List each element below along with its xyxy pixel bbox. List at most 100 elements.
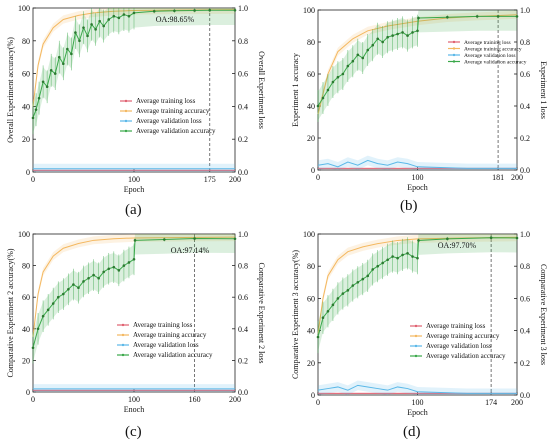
data-point — [127, 261, 131, 264]
data-point — [98, 19, 101, 23]
y-left-tick-label: 20 — [22, 135, 30, 144]
data-point — [371, 268, 375, 271]
data-point — [82, 26, 85, 29]
legend-label: Average training accuracy — [464, 47, 522, 53]
data-point — [406, 34, 409, 37]
data-point — [356, 281, 360, 284]
data-point — [411, 255, 414, 258]
data-point — [51, 302, 55, 305]
series-line — [32, 9, 236, 119]
data-point — [496, 15, 500, 18]
y-right-tick-label: 0.0 — [520, 166, 530, 175]
y-right-tick-label: 0.4 — [238, 102, 248, 111]
y-left-tick-label: 40 — [307, 327, 315, 336]
legend-label: Average validation accuracy — [464, 60, 527, 66]
data-point — [351, 284, 355, 287]
y-right-tick-label: 0.8 — [520, 262, 530, 271]
data-point — [62, 62, 65, 66]
data-point — [193, 9, 196, 12]
data-point — [233, 237, 237, 241]
data-point — [401, 253, 404, 257]
data-point — [117, 269, 121, 272]
legend-label: Average validation accuracy — [426, 352, 506, 360]
legend-marker — [121, 343, 125, 347]
legend-label: Average validation loss — [133, 341, 199, 349]
y-right-tick-label: 0.2 — [238, 356, 248, 365]
data-point — [82, 280, 85, 283]
y-left-tick-label: 40 — [22, 325, 30, 334]
data-point — [92, 273, 95, 277]
data-point — [371, 43, 375, 47]
x-tick-label: 200 — [229, 395, 241, 404]
legend-marker — [452, 47, 456, 50]
y-left-axis-label: Comparative Experiment 3 accuracy(%) — [291, 250, 300, 379]
data-point — [376, 264, 380, 268]
data-point — [351, 59, 355, 63]
y-right-tick-label: 1.0 — [238, 230, 248, 239]
y-right-tick-label: 0.0 — [238, 388, 248, 397]
y-left-tick-label: 60 — [22, 293, 30, 302]
y-left-tick-label: 80 — [22, 37, 30, 46]
data-point — [416, 256, 419, 260]
y-right-axis-label: Experiment 1 loss — [539, 61, 548, 119]
panel-a: 0 20 40 60 80 100 0.0 0.2 0.4 0.6 0.8 1.0 0 100 175 200… — [6, 4, 266, 194]
plot-frame — [32, 7, 236, 173]
y-right-tick-label: 0.0 — [520, 391, 530, 400]
series-line — [317, 384, 517, 394]
legend-marker — [414, 354, 418, 358]
data-point — [46, 308, 50, 312]
data-point — [356, 53, 360, 57]
legend: Average training loss Average training ac… — [120, 97, 216, 135]
panel-d: 0 20 40 60 80 100 0.0 0.2 0.4 0.6 0.8 1.0 0 100 174 200… — [291, 230, 548, 417]
x-tick-label: 100 — [412, 173, 424, 182]
data-point — [86, 34, 89, 38]
data-point — [34, 108, 38, 111]
x-tick-label: 100 — [412, 398, 424, 407]
y-left-tick-label: 80 — [307, 38, 315, 47]
caption-d: (d) — [403, 424, 421, 440]
data-point — [346, 289, 350, 292]
data-point — [77, 286, 80, 290]
x-tick-label: 0 — [316, 173, 320, 182]
x-tick-label: 100 — [128, 175, 140, 184]
data-point — [341, 292, 345, 295]
legend-marker — [121, 353, 125, 357]
y-left-tick-label: 60 — [307, 294, 315, 303]
data-point — [117, 16, 121, 20]
caption-b: (b) — [400, 198, 418, 214]
x-tick-label: 200 — [511, 398, 523, 407]
data-point — [321, 316, 325, 320]
data-point — [152, 9, 156, 13]
y-right-tick-label: 1.0 — [520, 6, 530, 15]
series-line — [32, 9, 236, 107]
x-tick-label: 200 — [511, 173, 523, 182]
oa-annotation: OA:97.14% — [171, 246, 210, 255]
data-point — [74, 31, 77, 34]
data-point — [381, 40, 384, 44]
legend-marker — [414, 344, 418, 348]
legend-marker — [124, 119, 128, 123]
data-point — [386, 35, 389, 39]
y-right-tick-label: 0.8 — [238, 37, 248, 46]
legend-marker — [414, 334, 418, 338]
y-left-axis-label: Experiment 1 accuracy — [291, 53, 300, 127]
x-tick-label: 174 — [485, 398, 497, 407]
data-point — [57, 55, 61, 59]
y-left-tick-label: 100 — [18, 230, 30, 239]
data-point — [193, 237, 196, 240]
oa-annotation: OA:98.65% — [156, 15, 195, 24]
data-point — [78, 39, 81, 43]
legend-label: Average training loss — [136, 97, 196, 105]
legend-label: Average training loss — [464, 40, 511, 46]
x-tick-label: 0 — [31, 175, 35, 184]
series-line — [317, 236, 518, 334]
legend-label: Average training accuracy — [426, 332, 500, 340]
data-point — [366, 48, 370, 52]
y-left-tick-label: 80 — [22, 262, 30, 271]
legend-marker — [124, 129, 128, 133]
data-point — [31, 346, 35, 350]
data-point — [366, 274, 370, 278]
data-point — [208, 8, 212, 12]
